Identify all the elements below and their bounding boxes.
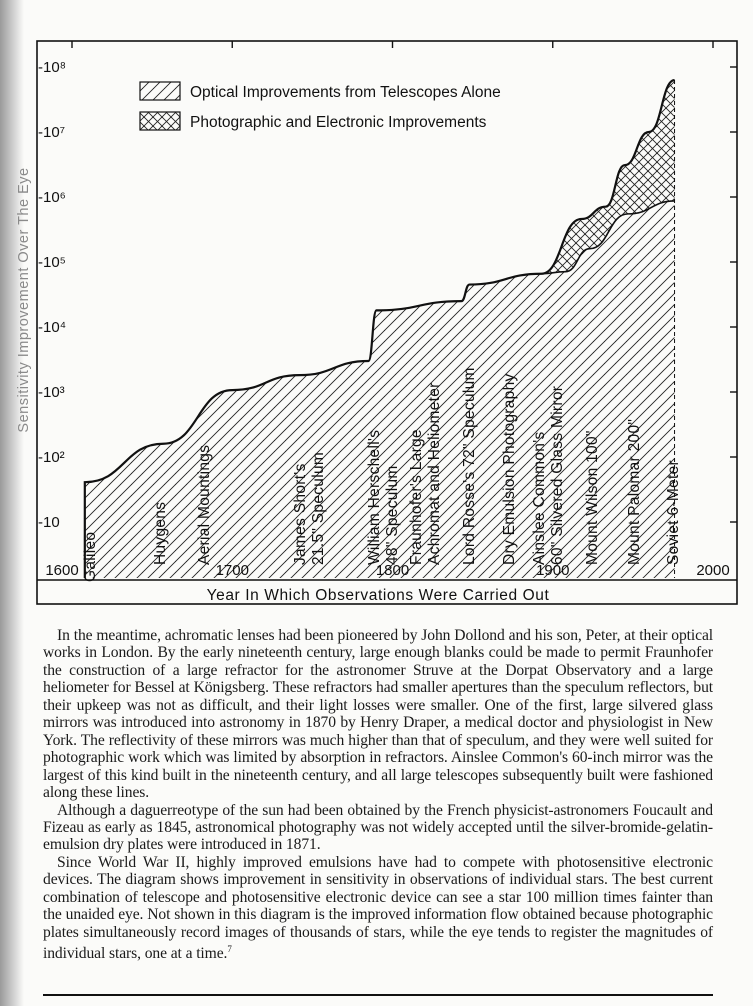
footer-rule — [43, 994, 713, 996]
footnote-marker: 7 — [227, 944, 232, 955]
y-tick-label: -10⁵ — [38, 254, 66, 271]
x-tick-label: 1900 — [536, 562, 569, 579]
milestone-label: Aerial Mountings — [196, 445, 213, 565]
legend-label-optical: Optical Improvements from Telescopes Alo… — [190, 84, 501, 101]
optical-curve — [83, 272, 542, 578]
y-axis-title: Sensitivity Improvement Over The Eye — [16, 167, 32, 432]
y-tick-label: -10² — [38, 449, 65, 466]
total-curve — [541, 78, 675, 275]
milestone-label: Achromat and Heliometer — [426, 382, 443, 565]
paragraph-3: Since World War II, highly improved emul… — [43, 854, 713, 963]
paragraph-1: In the meantime, achromatic lenses had b… — [43, 627, 713, 802]
milestone-label: 48" Speculum — [384, 465, 401, 565]
legend-swatch-photographic — [139, 111, 181, 131]
milestone-label: Dry Emulsion Photography — [501, 373, 518, 565]
milestone-label: Soviet 6-Meter — [665, 460, 682, 565]
y-tick-label: -10⁶ — [38, 189, 66, 206]
x-tick-label: 1600 — [45, 562, 78, 579]
optical-area — [84, 200, 675, 578]
legend-swatch-optical — [139, 81, 181, 101]
milestone-label: Lord Rosse's 72" Speculum — [461, 367, 478, 565]
milestone-label: James Short's — [292, 463, 309, 565]
milestone-label: Ainslee Common's — [531, 431, 548, 565]
paragraph-2: Although a daguerreotype of the sun had … — [43, 801, 713, 854]
photographic-area — [541, 80, 675, 274]
y-tick-label: -10⁷ — [38, 124, 65, 141]
y-tick-label: -10⁸ — [38, 59, 66, 76]
optical-curve-upper-segment — [541, 200, 675, 275]
x-tick-label: 1700 — [216, 562, 249, 579]
milestone-label: Mount Wilson 100" — [584, 430, 601, 565]
legend-label-photographic: Photographic and Electronic Improvements — [190, 114, 487, 131]
milestone-label: William Herschell's — [366, 430, 383, 565]
y-tick-label: -10 — [38, 514, 60, 531]
y-tick-label: -10³ — [38, 384, 65, 401]
chart-frame — [36, 40, 738, 605]
milestone-label: Mount Palomar 200" — [626, 419, 643, 565]
page-binding-shadow — [0, 0, 24, 1006]
x-tick-label: 1800 — [376, 562, 409, 579]
sensitivity-chart: 1600 1700 1800 1900 2000 -10 -10² -10³ -10⁴ -10⁵ -… — [16, 40, 738, 605]
milestone-label: 60" Silvered Glass Mirror — [549, 386, 566, 565]
milestone-label: Fraunhofer's Large — [408, 429, 425, 565]
x-axis-title: Year In Which Observations Were Carried … — [207, 587, 550, 604]
y-tick-label: -10⁴ — [38, 319, 66, 336]
milestone-label: Galileo — [82, 532, 99, 582]
milestone-label: Huygens — [152, 502, 169, 565]
paragraph-3-text: Since World War II, highly improved emul… — [43, 853, 713, 963]
x-tick-label: 2000 — [696, 562, 729, 579]
body-text: In the meantime, achromatic lenses had b… — [43, 627, 713, 963]
milestone-label: 21.5" Speculum — [310, 452, 327, 565]
